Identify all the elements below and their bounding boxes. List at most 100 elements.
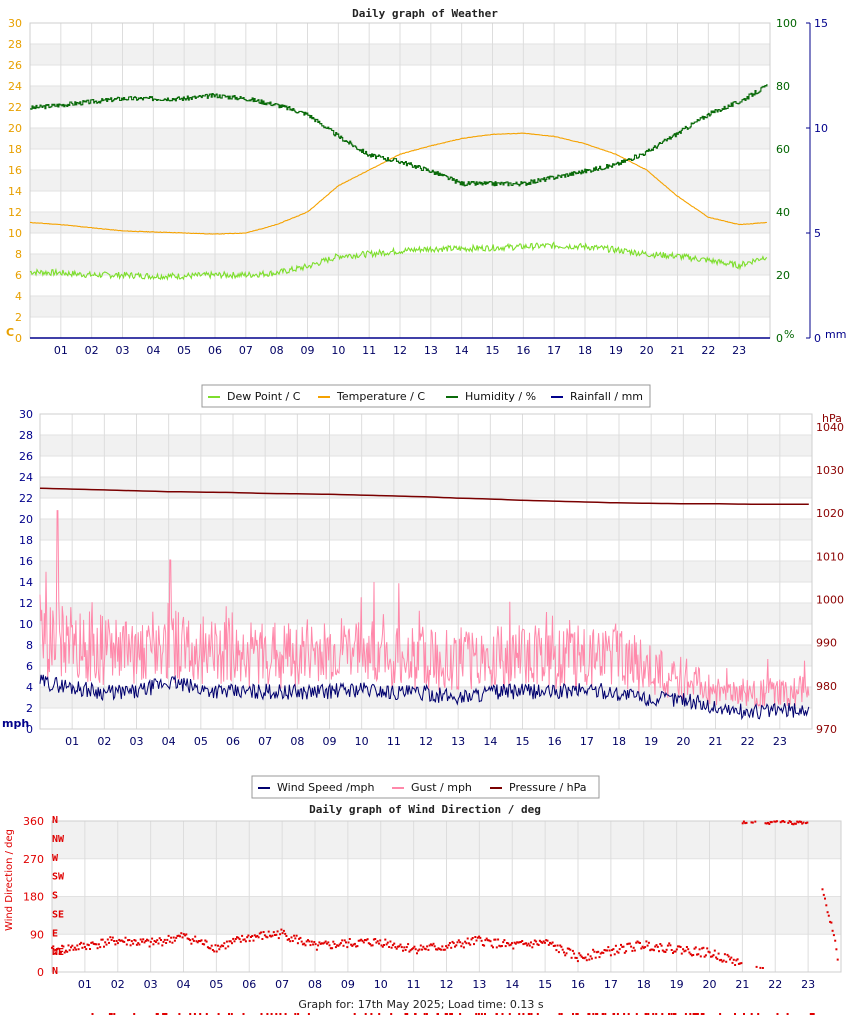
direction-point <box>83 946 86 948</box>
direction-point <box>89 948 91 950</box>
direction-point <box>721 960 724 963</box>
direction-point <box>299 936 302 939</box>
direction-point <box>180 932 183 935</box>
direction-point <box>269 934 271 937</box>
direction-point <box>732 958 735 961</box>
x-tick-label: 08 <box>290 735 304 748</box>
footer-dot <box>672 1013 675 1015</box>
x-tick-label: 15 <box>516 735 530 748</box>
direction-point <box>399 943 402 946</box>
y-tick-left: 0 <box>37 966 44 979</box>
footer-dot <box>536 1013 539 1015</box>
direction-point <box>307 939 309 942</box>
x-tick-label: 10 <box>355 735 369 748</box>
footer-dot <box>91 1013 94 1015</box>
x-tick-label: 20 <box>640 344 654 357</box>
direction-point <box>78 943 81 946</box>
direction-point <box>407 943 410 946</box>
x-tick-label: 14 <box>483 735 497 748</box>
direction-point <box>663 950 666 953</box>
weather-chart-axes: 01 02 03 04 05 06 07 08 09 10 11 12 13 14 15 16 17 18 19 20… <box>8 17 828 357</box>
y-tick-left: 20 <box>19 513 33 526</box>
direction-point <box>459 941 462 944</box>
direction-point <box>200 939 203 942</box>
direction-point <box>381 945 384 948</box>
direction-point <box>168 940 171 943</box>
weather-chart-grid <box>29 22 771 339</box>
direction-point <box>369 943 372 946</box>
direction-point <box>597 950 600 953</box>
direction-point <box>506 942 508 944</box>
direction-point <box>825 904 828 907</box>
direction-point <box>242 938 245 941</box>
direction-point <box>670 949 673 951</box>
direction-point <box>217 944 219 947</box>
x-tick-label: 07 <box>258 735 272 748</box>
direction-point <box>769 821 772 824</box>
footer-dot <box>596 1013 599 1015</box>
direction-point <box>281 932 284 935</box>
direction-point <box>367 942 370 945</box>
direction-point <box>146 938 148 941</box>
direction-point <box>694 946 697 949</box>
direction-point <box>124 936 127 939</box>
direction-point <box>659 943 662 945</box>
direction-point <box>347 941 350 944</box>
direction-point <box>794 822 797 825</box>
footer-dot <box>404 1013 407 1015</box>
y-tick-left: 8 <box>26 639 33 652</box>
direction-point <box>422 945 425 948</box>
compass-label: SE <box>52 909 64 920</box>
direction-point <box>504 945 507 948</box>
direction-point <box>211 949 214 951</box>
direction-point <box>402 949 404 952</box>
direction-point <box>647 941 650 944</box>
weather-chart: Daily graph of Weather 01 02 03 04 05 06 07 08 0… <box>6 7 846 408</box>
direction-point <box>713 949 716 952</box>
direction-point <box>408 950 411 953</box>
direction-point <box>143 941 146 944</box>
footer-dot <box>217 1013 220 1015</box>
y-tick-right: 980 <box>816 680 837 693</box>
footer-dot <box>776 1013 779 1015</box>
direction-point <box>796 820 799 823</box>
direction-point <box>626 943 629 946</box>
direction-point <box>575 957 578 959</box>
direction-point <box>82 942 85 945</box>
direction-point <box>485 937 488 940</box>
direction-point <box>90 941 93 944</box>
direction-point <box>246 936 249 939</box>
compass-label: NE <box>52 947 64 958</box>
direction-point <box>490 944 493 947</box>
x-tick-label: 05 <box>209 978 223 991</box>
footer-dot <box>695 1013 698 1015</box>
direction-point <box>417 949 420 952</box>
direction-point <box>768 823 771 825</box>
direction-point <box>827 914 830 917</box>
direction-point <box>370 944 373 947</box>
y-tick-left: 2 <box>26 702 33 715</box>
direction-point <box>68 949 71 952</box>
footer-text: Graph for: 17th May 2025; Load time: 0.1… <box>298 998 544 1011</box>
footer-dot <box>266 1013 269 1015</box>
y-tick-left: 8 <box>15 248 22 261</box>
direction-point <box>209 947 212 950</box>
direction-point <box>222 945 225 948</box>
footer-dot <box>275 1013 278 1015</box>
direction-point <box>371 944 374 947</box>
direction-point <box>331 947 334 950</box>
x-tick-label: 11 <box>387 735 401 748</box>
direction-point <box>655 944 658 947</box>
footer-dot <box>155 1013 158 1015</box>
direction-point <box>583 957 586 960</box>
direction-point <box>317 944 320 947</box>
direction-point <box>782 820 785 822</box>
footer-dot <box>601 1013 604 1015</box>
direction-point <box>186 937 189 940</box>
direction-point <box>435 948 437 951</box>
direction-point <box>573 952 576 955</box>
direction-point <box>120 939 123 942</box>
direction-point <box>252 939 255 942</box>
footer-dot <box>595 1013 598 1015</box>
direction-point <box>653 949 655 952</box>
